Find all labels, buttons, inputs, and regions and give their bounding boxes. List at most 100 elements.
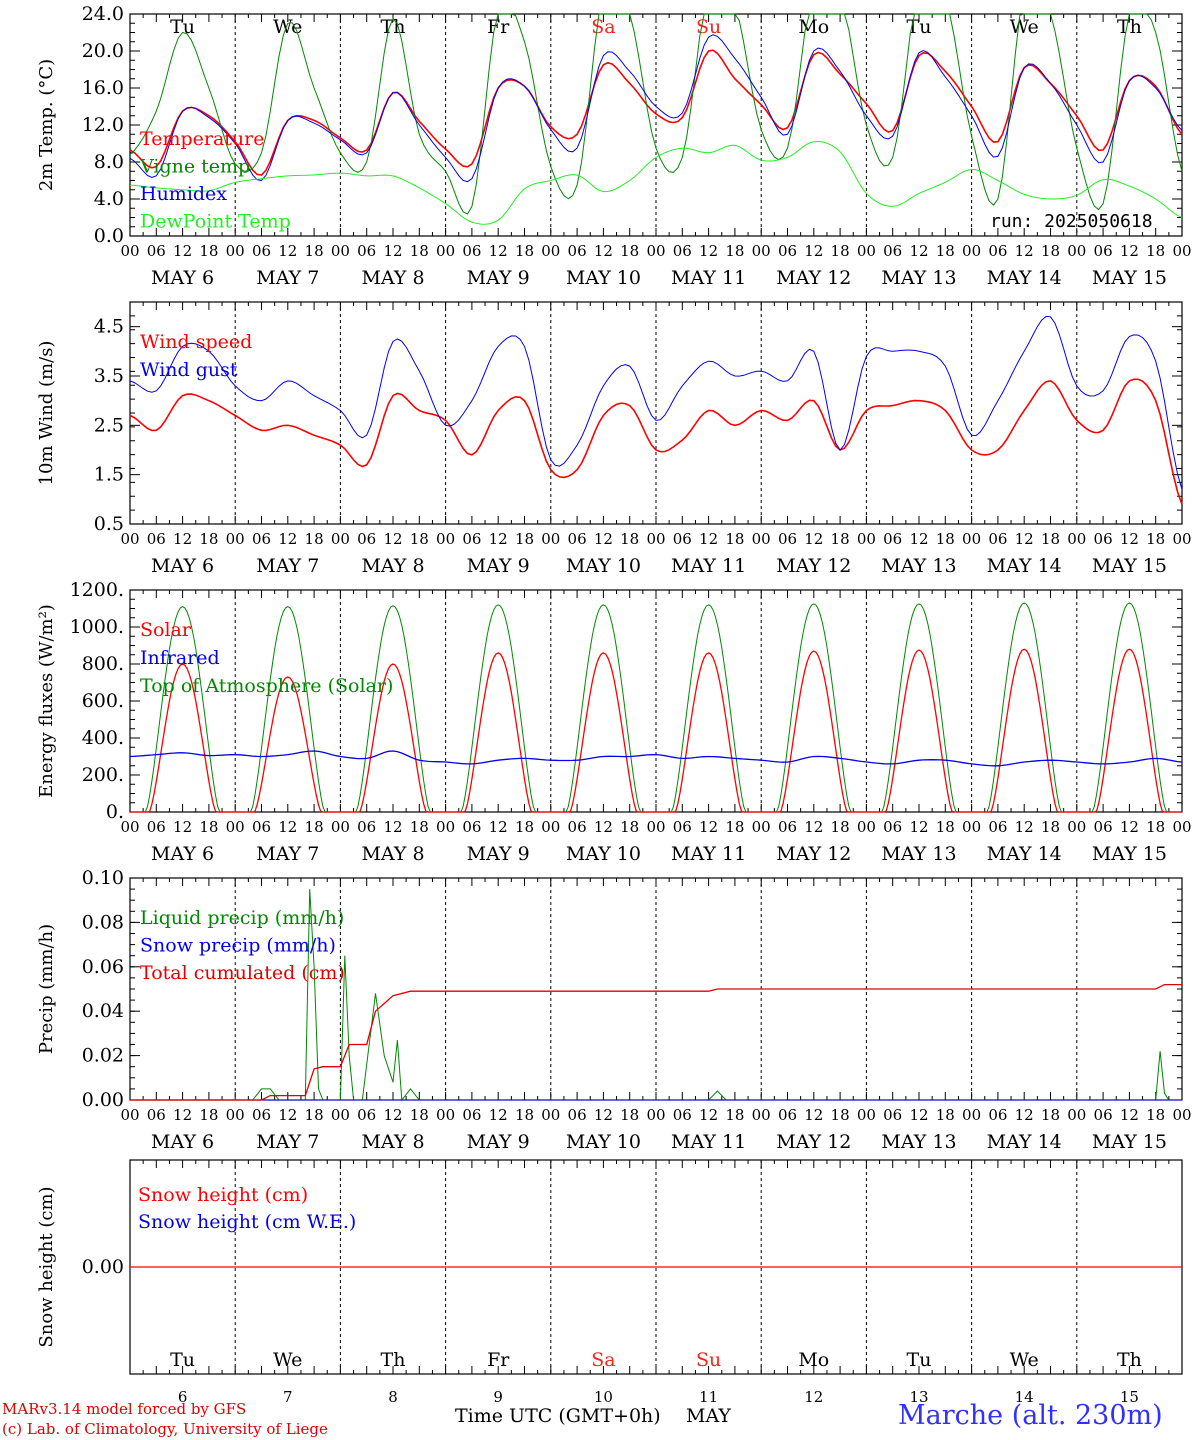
panel-3-date-label: MAY 11 (671, 843, 746, 865)
panel-3-hour-label: 06 (673, 818, 692, 836)
panel-2-hour-label: 06 (252, 530, 271, 548)
temp-legend-temperature: Temperature (140, 128, 264, 150)
panel-2-hour-label: 00 (226, 530, 245, 548)
panel-4-hour-label: 12 (594, 1106, 613, 1124)
temp-legend-vigne-temp: Vigne temp (139, 156, 250, 178)
panel-1-date-label: MAY 11 (671, 267, 746, 289)
panel-2-hour-label: 18 (936, 530, 955, 548)
panel-2-hour-label: 18 (515, 530, 534, 548)
panel-3-hour-label: 06 (462, 818, 481, 836)
panel-3-hour-label: 00 (752, 818, 771, 836)
panel-1-weekday-label: Tu (170, 16, 195, 38)
panel-4-ytick-label: 0.02 (82, 1045, 124, 1067)
panel-1-hour-label: 06 (883, 242, 902, 260)
panel-2-ylabel: 10m Wind (m/s) (36, 341, 57, 486)
temp-series-humidex (129, 34, 1183, 183)
panel-3-hour-label: 12 (594, 818, 613, 836)
panel-1-hour-label: 18 (620, 242, 639, 260)
panel-2-date-label: MAY 6 (151, 555, 214, 577)
panel-4-hour-label: 18 (305, 1106, 324, 1124)
panel-4-hour-label: 06 (883, 1106, 902, 1124)
panel-4-date-label: MAY 15 (1092, 1131, 1167, 1153)
panel-4-hour-label: 12 (909, 1106, 928, 1124)
panel-1-hour-label: 00 (962, 242, 981, 260)
panel-3-hour-label: 12 (804, 818, 823, 836)
panel-5-ytick-label: 0.00 (82, 1256, 124, 1278)
panel-3-hour-label: 00 (331, 818, 350, 836)
panel-4-hour-label: 00 (962, 1106, 981, 1124)
panel-1-hour-label: 18 (831, 242, 850, 260)
panel-4-hour-label: 12 (1120, 1106, 1139, 1124)
panel-3-hour-label: 06 (252, 818, 271, 836)
panel-2-hour-label: 18 (199, 530, 218, 548)
panel-1-date-label: MAY 8 (361, 267, 424, 289)
panel-4-ytick-label: 0.08 (82, 911, 124, 933)
panel-2-hour-label: 12 (594, 530, 613, 548)
panel-2-hour-label: 12 (278, 530, 297, 548)
panel-5-weekday-label: Su (696, 1349, 721, 1371)
panel-1-date-label: MAY 12 (776, 267, 851, 289)
panel-1-hour-label: 06 (673, 242, 692, 260)
panel-2-hour-label: 00 (541, 530, 560, 548)
panel-3-hour-label: 06 (147, 818, 166, 836)
panel-4-hour-label: 12 (1015, 1106, 1034, 1124)
panel-4-hour-label: 18 (515, 1106, 534, 1124)
panel-3-hour-label: 12 (1120, 818, 1139, 836)
panel-5-day-number: 10 (594, 1388, 613, 1406)
panel-2-hour-label: 06 (1094, 530, 1113, 548)
panel-4-ytick-label: 0.06 (82, 956, 124, 978)
temp-series-temperature (129, 49, 1183, 176)
panel-2-ytick-label: 3.5 (94, 365, 124, 387)
panel-1-hour-label: 18 (515, 242, 534, 260)
xaxis-month: MAY (686, 1405, 731, 1427)
temp-series-vigne-temp (129, 13, 1183, 215)
snow-legend-1: Snow height (cm W.E.) (138, 1211, 356, 1233)
panel-2-hour-label: 00 (962, 530, 981, 548)
panel-2-hour-label: 06 (988, 530, 1007, 548)
panel-2-hour-label: 06 (462, 530, 481, 548)
panel-1-hour-label: 18 (936, 242, 955, 260)
panel-1-ylabel: 2m Temp. (°C) (36, 59, 57, 191)
panel-1-ytick-label: 0.0 (94, 225, 124, 247)
panel-4-hour-label: 00 (226, 1106, 245, 1124)
panel-2-hour-label: 18 (1146, 530, 1165, 548)
panel-2-hour-label: 00 (1067, 530, 1086, 548)
panel-2-hour-label: 12 (804, 530, 823, 548)
panel-5-weekday-label: Tu (170, 1349, 195, 1371)
panel-1-hour-label: 00 (120, 242, 139, 260)
panel-1-hour-label: 06 (778, 242, 797, 260)
panel-2-date-label: MAY 10 (566, 555, 641, 577)
wind-series-wind-speed (129, 378, 1183, 505)
xaxis-title: Time UTC (GMT+0h) (455, 1405, 661, 1427)
panel-1-ytick-label: 16.0 (82, 77, 124, 99)
panel-2-hour-label: 00 (1172, 530, 1191, 548)
panel-4-hour-label: 00 (1172, 1106, 1191, 1124)
panel-2-ytick-label: 0.5 (94, 513, 124, 535)
panel-3-hour-label: 00 (962, 818, 981, 836)
panel-3-date-label: MAY 7 (256, 843, 319, 865)
panel-2-date-label: MAY 13 (881, 555, 956, 577)
panel-1-hour-label: 12 (594, 242, 613, 260)
precip-legend-0: Liquid precip (mm/h) (140, 907, 344, 929)
panel-5-day-number: 7 (283, 1388, 293, 1406)
panel-3-ytick-label: 1200. (70, 579, 124, 601)
panel-1-hour-label: 18 (199, 242, 218, 260)
panel-2-hour-label: 18 (305, 530, 324, 548)
flux-legend-1: Infrared (140, 647, 220, 669)
wind-legend-wind-speed: Wind speed (140, 331, 252, 353)
panel-3-ylabel: Energy fluxes (W/m²) (36, 604, 57, 798)
snow-legend-0: Snow height (cm) (138, 1184, 308, 1206)
panel-4-hour-label: 12 (699, 1106, 718, 1124)
panel-3-date-label: MAY 15 (1092, 843, 1167, 865)
panel-1-hour-label: 06 (568, 242, 587, 260)
panel-4-date-label: MAY 10 (566, 1131, 641, 1153)
panel-3-date-label: MAY 13 (881, 843, 956, 865)
panel-1-hour-label: 12 (1120, 242, 1139, 260)
panel-5-weekday-label: We (273, 1349, 302, 1371)
panel-5-day-number: 14 (1015, 1388, 1034, 1406)
panel-2-date-label: MAY 9 (467, 555, 530, 577)
panel-2-date-label: MAY 15 (1092, 555, 1167, 577)
panel-4-hour-label: 00 (541, 1106, 560, 1124)
panel-4-hour-label: 06 (252, 1106, 271, 1124)
panel-1-ytick-label: 8.0 (94, 151, 124, 173)
